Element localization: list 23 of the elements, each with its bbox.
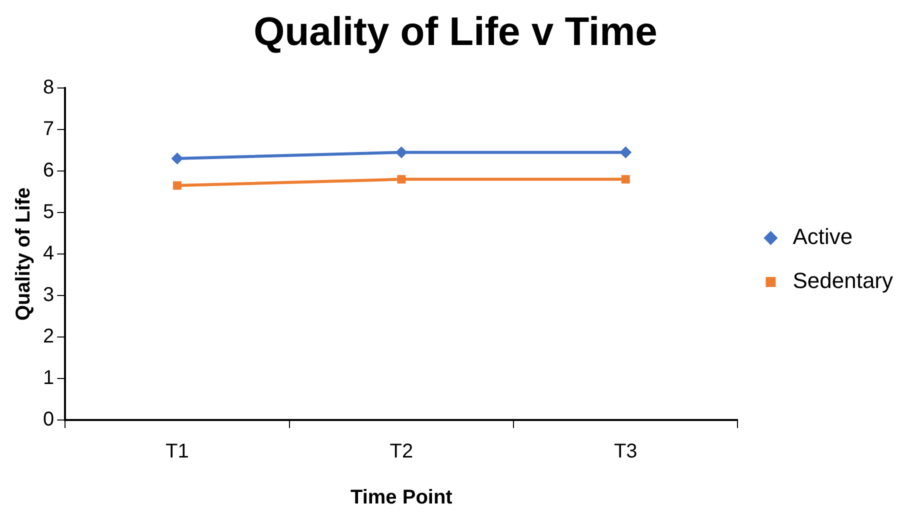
point xyxy=(172,181,182,190)
x-tick-label: T3 xyxy=(614,440,638,463)
point xyxy=(171,152,184,165)
point xyxy=(620,146,632,158)
y-axis-title: Quality of Life xyxy=(12,187,35,321)
x-tick-label: T1 xyxy=(166,440,189,463)
y-tick-label: 1 xyxy=(43,367,54,390)
legend-label: Sedentary xyxy=(792,268,894,294)
point xyxy=(395,146,408,158)
point xyxy=(397,175,406,184)
point xyxy=(621,175,630,184)
x-axis-title: Time Point xyxy=(350,486,453,509)
y-tick-label: 5 xyxy=(43,201,54,224)
y-tick-label: 2 xyxy=(43,326,54,348)
legend-label: Active xyxy=(792,224,853,250)
y-tick-label: 4 xyxy=(43,242,54,265)
chart-title: Quality of Life v Time xyxy=(254,10,658,54)
y-tick-label: 6 xyxy=(43,160,54,182)
y-tick-label: 8 xyxy=(43,76,54,99)
y-tick-label: 3 xyxy=(43,284,54,306)
y-tick-label: 0 xyxy=(43,408,54,431)
x-tick-label: T2 xyxy=(390,440,414,463)
y-tick-label: 7 xyxy=(43,118,54,140)
